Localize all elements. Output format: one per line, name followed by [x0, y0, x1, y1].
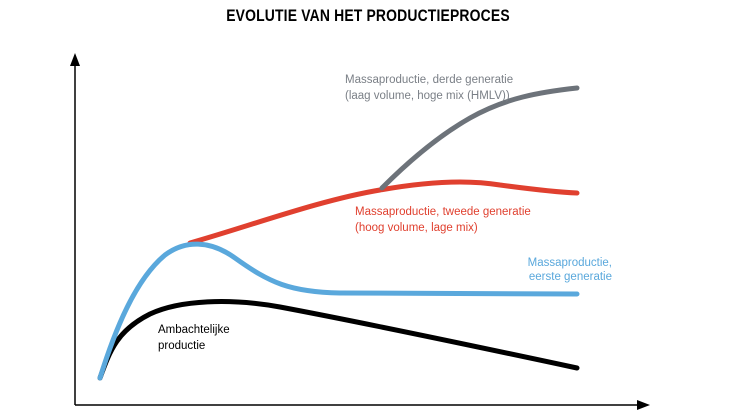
label-tweede: Massaproductie, tweede generatie (hoog v…	[355, 206, 531, 234]
curve-tweede	[187, 179, 580, 246]
curve-eerste	[97, 241, 580, 381]
label-line: (laag volume, hoge mix (HMLV))	[345, 90, 510, 102]
curve-derde	[379, 85, 580, 191]
label-line: eerste generatie	[529, 271, 612, 283]
label-line: Massaproductie, derde generatie	[345, 74, 513, 86]
axes	[70, 53, 650, 410]
label-line: productie	[158, 340, 205, 352]
title: EVOLUTIE VAN HET PRODUCTIEPROCES	[226, 7, 510, 26]
label-line: Ambachtelijke	[158, 324, 230, 336]
label-line: Massaproductie, tweede generatie	[355, 206, 531, 218]
label-line: Massaproductie,	[528, 257, 612, 269]
y-arrow	[70, 53, 80, 66]
curve-ambachtelijk	[97, 299, 580, 381]
label-line: (hoog volume, lage mix)	[355, 222, 478, 234]
label-ambachtelijk: Ambachtelijke productie	[158, 324, 230, 352]
x-arrow	[637, 400, 650, 410]
label-derde: Massaproductie, derde generatie (laag vo…	[345, 74, 513, 102]
label-eerste: Massaproductie, eerste generatie	[528, 257, 612, 283]
